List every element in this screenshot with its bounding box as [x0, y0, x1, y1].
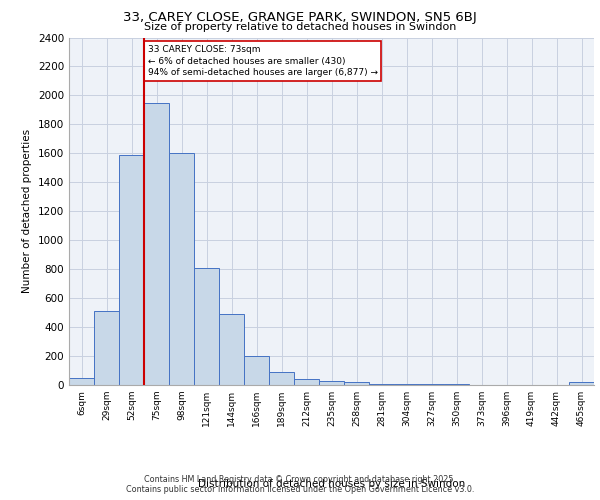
Bar	[244, 356, 269, 385]
Bar	[369, 384, 394, 385]
Bar	[419, 384, 444, 385]
Bar	[344, 382, 369, 385]
Bar	[194, 268, 219, 385]
Bar	[119, 155, 144, 385]
Bar	[219, 314, 244, 385]
Text: Contains HM Land Registry data © Crown copyright and database right 2025.
Contai: Contains HM Land Registry data © Crown c…	[126, 474, 474, 494]
Bar	[294, 379, 319, 385]
Text: 33, CAREY CLOSE, GRANGE PARK, SWINDON, SN5 6BJ: 33, CAREY CLOSE, GRANGE PARK, SWINDON, S…	[123, 11, 477, 24]
Bar	[319, 380, 344, 385]
Bar	[144, 102, 169, 385]
Bar	[569, 382, 594, 385]
Text: Size of property relative to detached houses in Swindon: Size of property relative to detached ho…	[144, 22, 456, 32]
Bar	[269, 372, 294, 385]
Bar	[169, 154, 194, 385]
Y-axis label: Number of detached properties: Number of detached properties	[22, 129, 32, 294]
Bar	[69, 378, 94, 385]
Bar	[94, 311, 119, 385]
Bar	[444, 384, 469, 385]
Text: 33 CAREY CLOSE: 73sqm
← 6% of detached houses are smaller (430)
94% of semi-deta: 33 CAREY CLOSE: 73sqm ← 6% of detached h…	[148, 44, 378, 78]
X-axis label: Distribution of detached houses by size in Swindon: Distribution of detached houses by size …	[198, 479, 465, 489]
Bar	[394, 384, 419, 385]
